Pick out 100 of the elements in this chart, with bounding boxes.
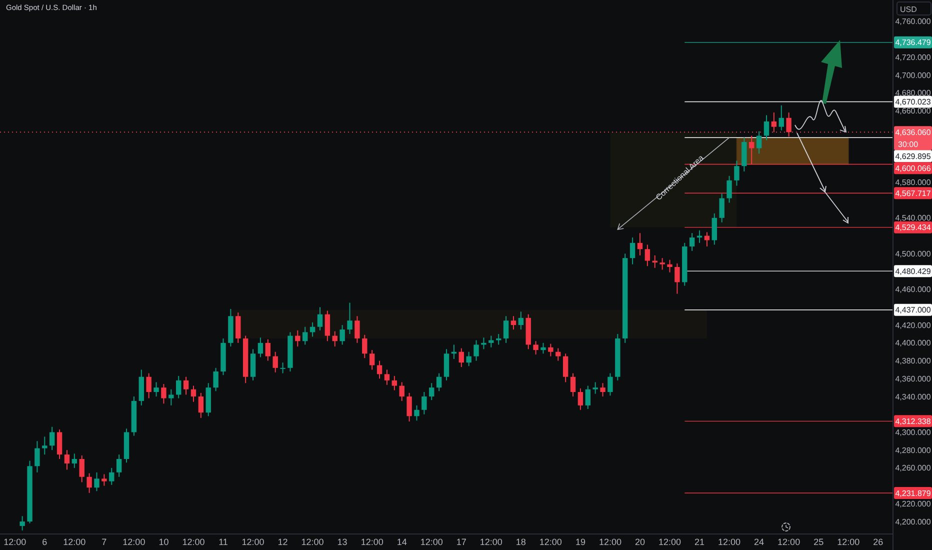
candlestick [79, 454, 84, 483]
y-tick-label: 4,200.000 [895, 517, 932, 526]
x-tick-label: 12:00 [598, 537, 622, 547]
candlestick [146, 372, 152, 399]
candlestick [20, 516, 25, 531]
x-tick-label: 17 [456, 537, 466, 547]
ref-line-label: 4,629.895 [895, 152, 932, 161]
x-tick-label: 12:00 [718, 537, 741, 547]
candlestick [86, 472, 92, 494]
ref-line-label: 4,636.060 [895, 128, 932, 137]
candlestick [562, 353, 568, 383]
y-tick-label: 4,720.000 [895, 52, 932, 62]
candlestick [726, 175, 732, 204]
candlestick [109, 467, 114, 486]
x-tick-label: 12:00 [658, 537, 682, 547]
candlestick [406, 392, 412, 422]
candlestick [540, 342, 546, 354]
candlestick [719, 193, 724, 223]
x-tick-label: 26 [873, 537, 884, 547]
y-tick-label: 4,300.000 [895, 428, 932, 437]
candlestick [556, 348, 561, 362]
candlestick [436, 372, 442, 392]
candlestick [399, 382, 404, 402]
x-tick-label: 21 [694, 537, 705, 547]
candlestick [250, 348, 256, 381]
candlestick [734, 160, 740, 186]
candlestick [376, 360, 382, 380]
x-tick-label: 12:00 [63, 537, 86, 547]
x-tick-label: 6 [42, 537, 48, 547]
candlestick [592, 382, 598, 394]
candlestick [154, 382, 159, 397]
candlestick [265, 338, 271, 362]
x-tick-label: 7 [102, 537, 107, 547]
ref-line-label: 4,567.717 [895, 188, 932, 198]
candlestick [637, 232, 643, 256]
x-tick-label: 12:00 [778, 537, 800, 547]
candlestick [302, 326, 308, 346]
candlestick [354, 316, 360, 344]
candlestick [384, 369, 390, 386]
candlestick [786, 112, 792, 138]
y-tick-label: 4,360.000 [895, 374, 932, 384]
candlestick [660, 258, 665, 270]
candlestick [72, 453, 78, 468]
ref-line-label: 4,231.879 [895, 488, 932, 498]
candlestick [764, 114, 770, 141]
candlestick [414, 404, 420, 422]
candlestick [488, 335, 494, 348]
candlestick [392, 375, 398, 391]
candlestick [258, 337, 264, 358]
ref-line-label: 4,600.066 [895, 164, 932, 173]
y-axis-title: USD [900, 5, 918, 14]
candlestick [704, 232, 710, 247]
candlestick [317, 306, 323, 331]
ref-line-label: 4,312.338 [895, 416, 932, 426]
candlestick [608, 372, 613, 396]
candlestick [533, 340, 538, 356]
candlestick [696, 230, 702, 244]
candlestick [518, 311, 524, 330]
candlestick [466, 351, 472, 367]
x-tick-label: 12:00 [182, 537, 205, 547]
x-tick-label: 12:00 [480, 537, 502, 547]
y-tick-label: 4,380.000 [895, 356, 932, 366]
x-tick-label: 12:00 [301, 537, 324, 547]
x-tick-label: 18 [516, 537, 526, 547]
candlestick [295, 330, 300, 347]
x-tick-label: 12:00 [360, 537, 384, 547]
candlestick [280, 362, 286, 374]
x-tick-label: 12:00 [539, 537, 562, 547]
y-tick-label: 4,340.000 [895, 392, 932, 402]
candlestick [429, 382, 434, 401]
y-tick-label: 4,400.000 [895, 338, 932, 348]
candlestick [369, 350, 375, 370]
candlestick [236, 312, 241, 344]
candlestick [161, 383, 166, 404]
candlestick [585, 385, 590, 410]
x-tick-label: 25 [814, 537, 824, 547]
y-tick-label: 4,280.000 [895, 446, 932, 455]
candlestick [190, 385, 196, 402]
candlestick [198, 392, 204, 418]
candlestick [630, 237, 636, 265]
candlestick [362, 334, 368, 359]
candlestick [578, 388, 584, 410]
ref-line-label: 4,529.434 [895, 223, 932, 232]
candlestick [42, 436, 48, 456]
x-tick-label: 12:00 [4, 537, 26, 547]
candlestick [324, 310, 330, 342]
candlestick [712, 212, 718, 246]
candlestick [674, 262, 680, 294]
y-tick-label: 4,540.000 [895, 214, 932, 223]
y-tick-label: 4,500.000 [895, 249, 932, 258]
x-tick-label: 12 [278, 537, 288, 547]
ref-line-label: 4,480.429 [895, 266, 932, 276]
x-tick-label: 19 [575, 537, 586, 547]
candlestick [548, 343, 554, 357]
y-tick-label: 4,680.000 [895, 88, 932, 98]
candlestick [176, 375, 182, 399]
x-tick-label: 10 [158, 537, 169, 547]
x-tick-label: 13 [337, 537, 348, 547]
y-tick-label: 4,260.000 [895, 464, 932, 473]
y-tick-label: 4,760.000 [895, 17, 932, 26]
